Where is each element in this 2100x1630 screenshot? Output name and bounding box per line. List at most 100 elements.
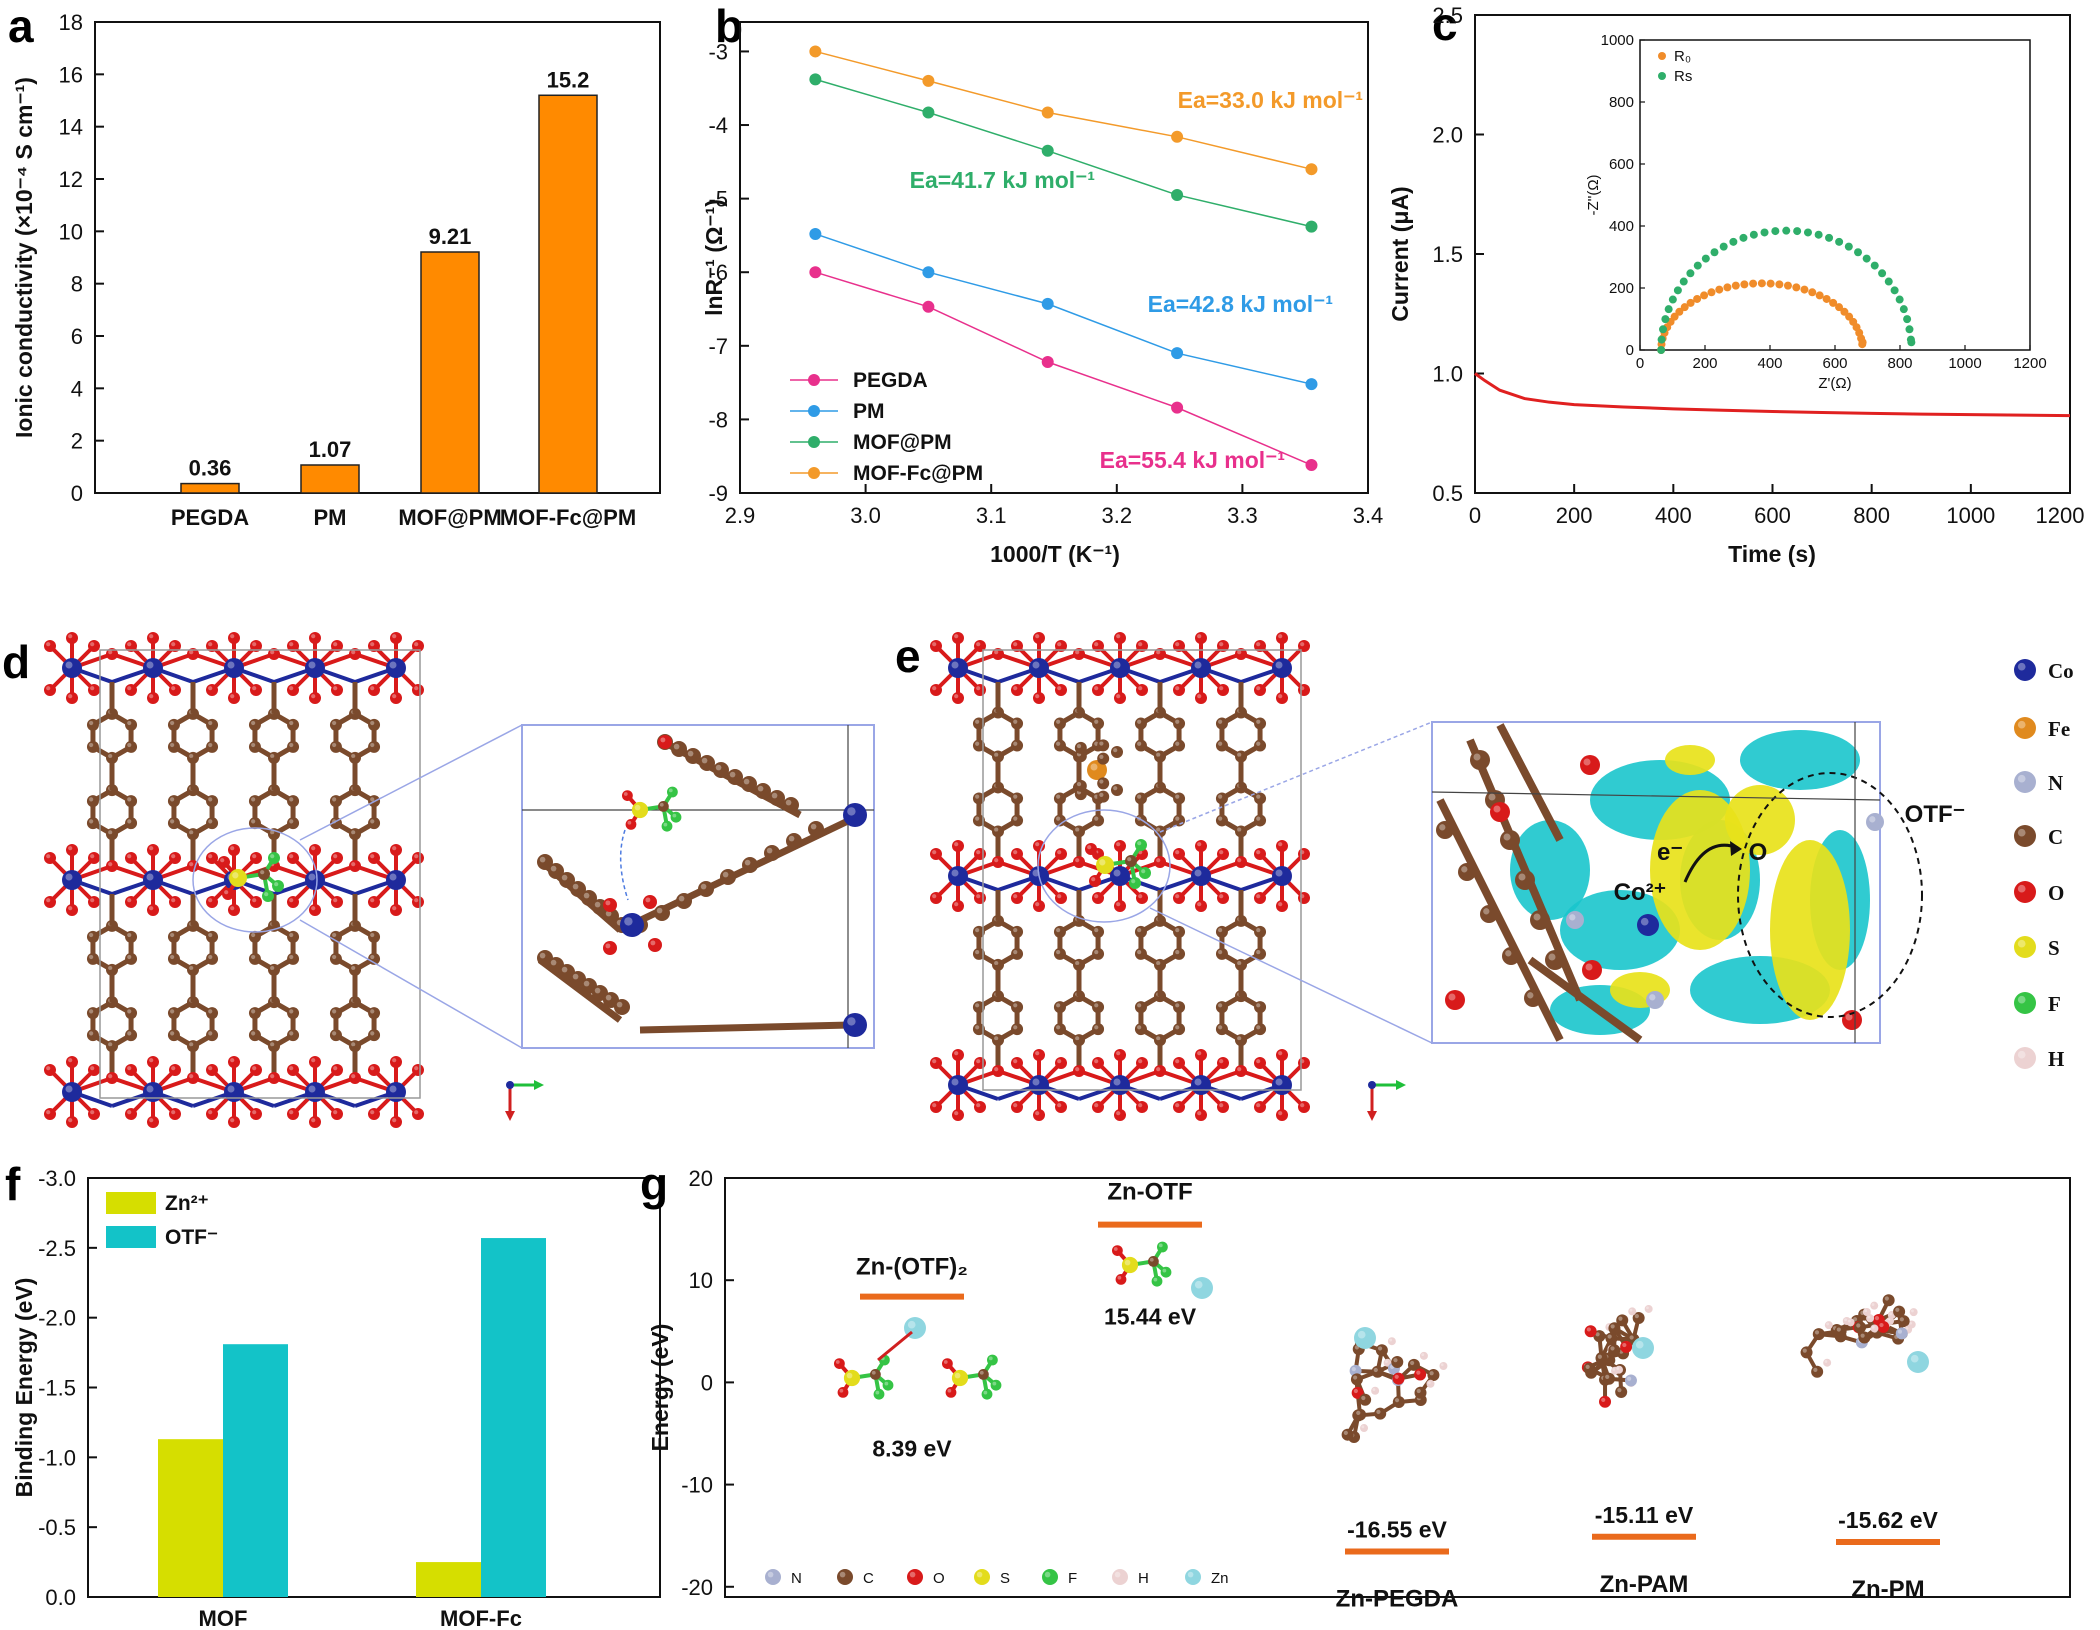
oxygen-atom (1092, 684, 1104, 696)
carbon-atom (1545, 950, 1565, 970)
y-tick-label: -3.0 (38, 1166, 76, 1191)
oxygen-atom (1092, 1057, 1104, 1069)
oxygen-atom (1055, 684, 1067, 696)
atom-highlight (1149, 1257, 1154, 1262)
legend-element-label: S (2048, 936, 2060, 960)
oxygen-atom (88, 1064, 100, 1076)
atom-highlight (1518, 873, 1526, 881)
carbon-atom (1092, 814, 1105, 827)
molecule-atom (1893, 1305, 1906, 1318)
carbon-atom (808, 821, 824, 837)
atom-highlight (1056, 949, 1061, 955)
oxygen-atom (206, 852, 218, 864)
atom-highlight (65, 1085, 73, 1093)
molecule-atom (1407, 1358, 1420, 1371)
atom-highlight (289, 1110, 294, 1115)
nyquist-point-0 (1749, 279, 1758, 288)
atom-highlight (884, 1381, 889, 1386)
atom-highlight (1117, 1275, 1122, 1280)
atom-highlight (170, 797, 175, 802)
nyquist-point-1 (1825, 233, 1834, 242)
nyquist-point-1 (1760, 228, 1769, 237)
carbon-atom (287, 718, 300, 731)
atom-highlight (616, 1001, 623, 1008)
atom-highlight (1175, 816, 1180, 821)
atom-highlight (1278, 902, 1283, 907)
atom-highlight (1278, 1111, 1283, 1116)
atom-highlight (2017, 939, 2026, 948)
oxygen-atom (412, 684, 424, 696)
carbon-atom (329, 1029, 342, 1042)
y-tick-label: 6 (71, 324, 83, 349)
carbon-atom (1053, 947, 1066, 960)
oxygen-atom (309, 844, 321, 856)
fluorine-atom (990, 1379, 1002, 1391)
y-tick-label: 1.0 (1432, 362, 1463, 387)
atom-highlight (1634, 1314, 1639, 1319)
level-energy-label: 15.44 eV (1104, 1304, 1197, 1330)
oxygen-atom (1011, 848, 1023, 860)
atom-highlight (370, 932, 375, 938)
nyquist-point-0 (1800, 285, 1809, 294)
atom-highlight (976, 1103, 981, 1108)
oxygen-atom (222, 888, 234, 900)
oxygen-atom (1254, 892, 1266, 904)
oxygen-atom (1490, 802, 1510, 822)
atom-highlight (1013, 794, 1018, 799)
nyquist-point-1 (1661, 315, 1670, 324)
isosurface-cyan (1510, 820, 1590, 920)
level-energy-label: -15.62 eV (1838, 1507, 1938, 1533)
nyquist-point-1 (1907, 338, 1916, 347)
molecule-atom (1584, 1325, 1597, 1338)
carbon-atom (125, 795, 138, 808)
atom-highlight (1094, 719, 1099, 724)
cobalt-atom (1272, 866, 1292, 886)
level-name-label: Zn-PM (1851, 1576, 1924, 1603)
atom-highlight (1194, 661, 1202, 669)
atom-highlight (1075, 650, 1080, 655)
nyquist-point-0 (1700, 291, 1709, 300)
oxygen-atom (368, 1064, 380, 1076)
atom-highlight (839, 1388, 844, 1393)
carbon-atom (1254, 947, 1267, 960)
atom-highlight (1597, 1354, 1602, 1359)
molecule-atom (1595, 1352, 1608, 1365)
legend-entry: Zn²⁺ (165, 1192, 209, 1215)
oxygen-atom (974, 684, 986, 696)
atom-highlight (1879, 1322, 1884, 1328)
atom-highlight (1393, 1358, 1398, 1363)
fluorine-atom (262, 890, 274, 902)
bar-value-label: 0.36 (189, 456, 232, 481)
atom-highlight (127, 1031, 132, 1036)
atom-highlight (1607, 1334, 1612, 1339)
zoom-line (299, 724, 523, 841)
atom-highlight (954, 634, 959, 639)
atom-highlight (975, 1025, 980, 1030)
atom-highlight (289, 742, 294, 748)
nyquist-point-0 (1829, 298, 1838, 307)
atom-highlight (1013, 686, 1018, 691)
atom-highlight (943, 1360, 948, 1364)
atom-highlight (561, 874, 568, 881)
atom-highlight (1569, 914, 1576, 921)
carbon-atom (86, 930, 99, 943)
molecule-atom (1341, 1428, 1354, 1441)
atom-highlight (947, 1388, 952, 1393)
atom-highlight (932, 894, 937, 899)
oxygen-atom (603, 941, 617, 955)
oxygen-atom (412, 896, 424, 908)
atom-highlight (1094, 927, 1099, 933)
atom-highlight (189, 753, 194, 759)
atom-highlight (351, 830, 356, 835)
oxygen-atom (349, 648, 361, 660)
oxygen-atom (930, 848, 942, 860)
carbon-atom (1092, 1001, 1105, 1014)
activation-energy-label: Ea=33.0 kJ mol⁻¹ (1178, 87, 1363, 113)
atom-highlight (232, 872, 239, 879)
oxygen-atom (169, 1064, 181, 1076)
hydrogen-atom (1870, 1324, 1879, 1333)
atom-highlight (951, 869, 959, 877)
oxygen-atom (1445, 990, 1465, 1010)
atom-highlight (308, 1085, 316, 1093)
atom-highlight (1848, 1319, 1851, 1323)
